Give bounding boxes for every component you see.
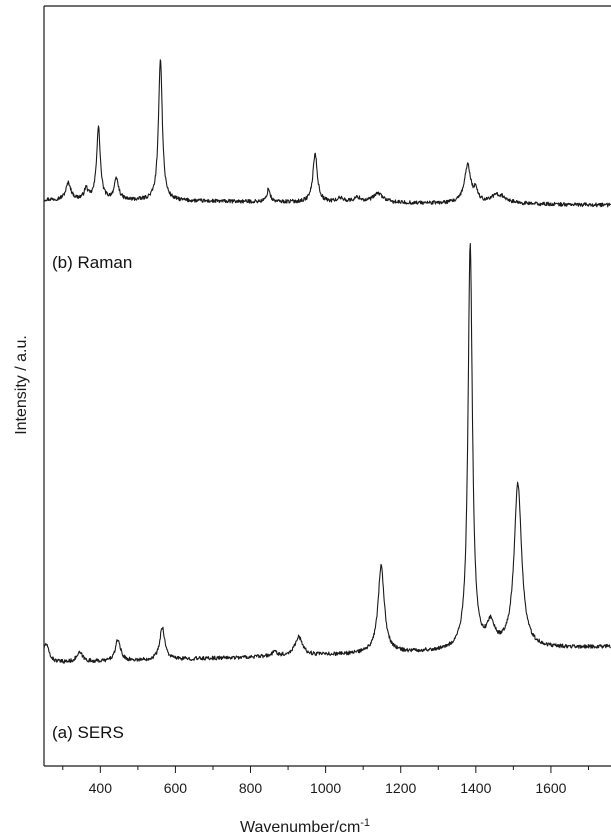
x-tick-label: 1000 — [310, 780, 341, 796]
x-axis-ticks — [62, 766, 589, 773]
x-tick-label: 600 — [164, 780, 188, 796]
raman-series-label: (b) Raman — [52, 253, 132, 272]
x-axis-tick-labels: 400 600 800 1000 1200 1400 1600 — [89, 780, 567, 796]
y-axis-title: Intensity / a.u. — [13, 335, 30, 435]
sers-spectrum-line — [43, 242, 611, 664]
x-tick-label: 1600 — [535, 780, 566, 796]
x-axis-title: Wavenumber/cm-1 — [240, 817, 370, 836]
series-labels: (b) Raman (a) SERS — [52, 253, 132, 742]
raman-spectrum-line — [43, 59, 611, 208]
sers-series-label: (a) SERS — [52, 723, 124, 742]
x-tick-label: 1400 — [460, 780, 491, 796]
x-tick-label: 800 — [239, 780, 263, 796]
x-tick-label: 400 — [89, 780, 113, 796]
x-tick-label: 1200 — [385, 780, 416, 796]
axes — [43, 5, 611, 767]
plot-area — [43, 59, 611, 664]
